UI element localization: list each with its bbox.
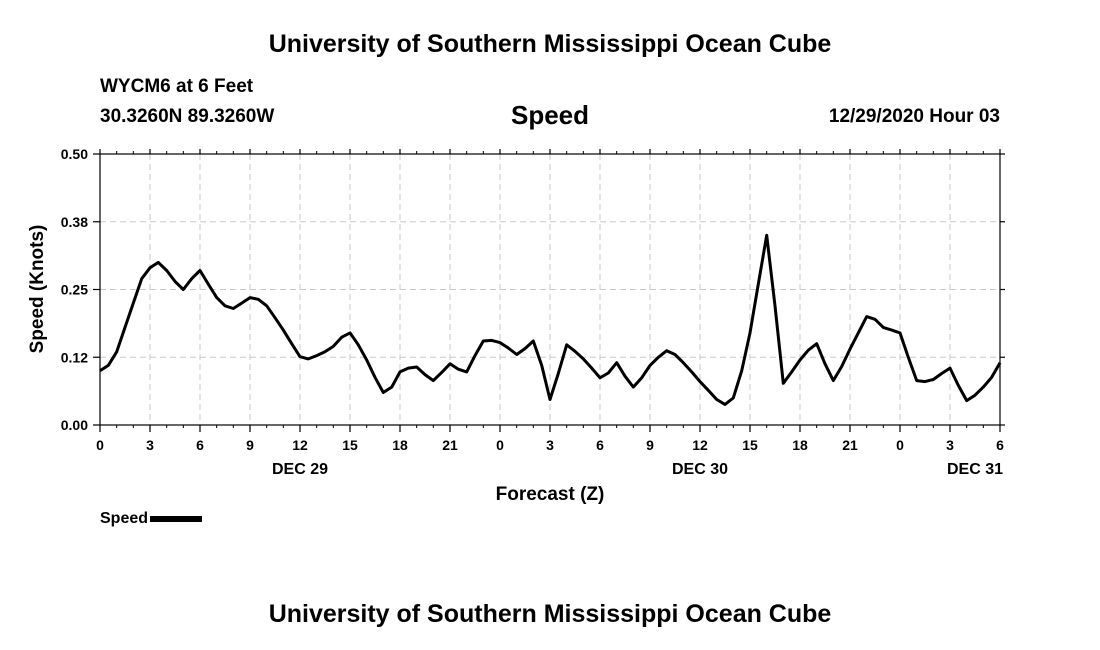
x-tick-label: 6 — [196, 437, 204, 453]
x-tick-label: 0 — [896, 437, 904, 453]
x-tick-label: 18 — [392, 437, 408, 453]
station-label: WYCM6 at 6 Feet — [100, 76, 254, 97]
x-tick-label: 6 — [996, 437, 1004, 453]
legend-label: Speed — [100, 510, 149, 527]
x-tick-label: 12 — [692, 437, 708, 453]
y-tick-label: 0.50 — [61, 146, 88, 162]
x-tick-label: 15 — [742, 437, 758, 453]
x-tick-label: 12 — [292, 437, 308, 453]
x-tick-label: 15 — [342, 437, 358, 453]
x-axis-title: Forecast (Z) — [496, 484, 605, 505]
x-tick-label: 18 — [792, 437, 808, 453]
axis-ticks — [93, 149, 1005, 432]
x-tick-label: 3 — [146, 437, 154, 453]
x-tick-label: 9 — [246, 437, 254, 453]
y-tick-label: 0.00 — [61, 417, 88, 433]
x-tick-label: 21 — [442, 437, 458, 453]
date-label: DEC 29 — [272, 461, 328, 478]
bottom-title: University of Southern Mississippi Ocean… — [268, 600, 832, 628]
chart-title: Speed — [510, 100, 590, 130]
axis-labels: 0 3 6 9 12 15 18 21 0 3 6 9 12 15 18 21 0 3 6 0.00 0.12 0.25 0… — [61, 146, 1004, 478]
legend: Speed — [100, 510, 203, 528]
date-label: DEC 31 — [947, 461, 1003, 478]
x-tick-label: 6 — [596, 437, 604, 453]
x-tick-label: 0 — [496, 437, 504, 453]
x-tick-label: 3 — [946, 437, 954, 453]
series-line-speed — [99, 233, 1002, 406]
coordinates-label: 30.3260N 89.3260W — [100, 106, 275, 127]
y-tick-label: 0.25 — [61, 282, 88, 298]
y-tick-label: 0.12 — [61, 349, 88, 365]
forecast-datetime: 12/29/2020 Hour 03 — [828, 106, 1000, 127]
y-axis-title: Speed (Knots) — [27, 225, 48, 354]
legend-swatch — [150, 515, 203, 522]
y-tick-label: 0.38 — [61, 214, 88, 230]
x-tick-label: 9 — [646, 437, 654, 453]
top-title: University of Southern Mississippi Ocean… — [268, 30, 832, 58]
x-tick-label: 3 — [546, 437, 554, 453]
grid — [100, 154, 1000, 425]
x-tick-label: 0 — [96, 437, 104, 453]
date-label: DEC 30 — [672, 461, 728, 478]
x-tick-label: 21 — [842, 437, 858, 453]
